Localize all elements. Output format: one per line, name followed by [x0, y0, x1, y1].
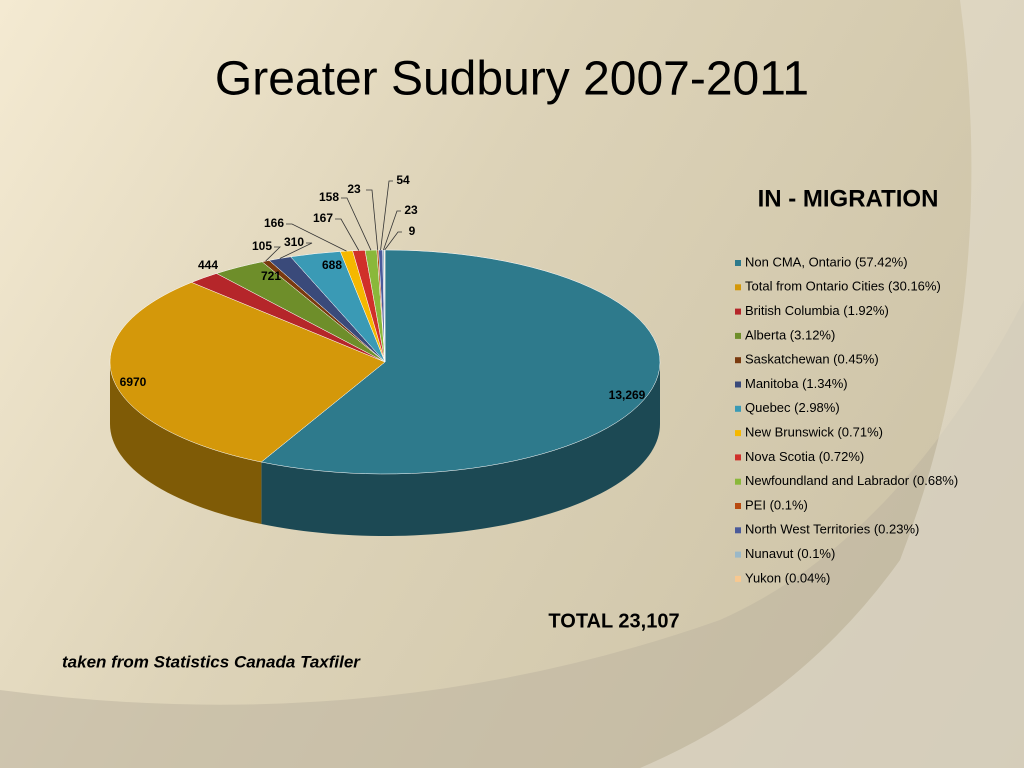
- data-label: 23: [404, 203, 418, 217]
- data-label: 444: [198, 258, 218, 272]
- legend-label: Nunavut (0.1%): [745, 546, 835, 561]
- legend-swatch: [735, 260, 741, 266]
- data-label: 6970: [120, 375, 147, 389]
- legend-swatch: [735, 357, 741, 364]
- slice-side: [110, 362, 262, 525]
- leader-line: [335, 218, 360, 251]
- legend-label: Newfoundland and Labrador (0.68%): [745, 473, 958, 488]
- legend-label: British Columbia (1.92%): [745, 303, 889, 318]
- legend-label: Total from Ontario Cities (30.16%): [745, 279, 941, 294]
- legend-swatch: [735, 527, 741, 534]
- data-label: 23: [347, 182, 361, 196]
- legend-swatch: [735, 332, 741, 339]
- legend-swatch: [735, 575, 741, 582]
- data-label: 688: [322, 258, 342, 272]
- data-label: 105: [252, 239, 272, 253]
- legend-label: Manitoba (1.34%): [745, 376, 848, 391]
- leader-line: [366, 189, 379, 251]
- slice-side: [261, 362, 660, 536]
- legend-label: Non CMA, Ontario (57.42%): [745, 254, 908, 269]
- total-label: TOTAL 23,107: [548, 610, 679, 632]
- legend-label: New Brunswick (0.71%): [745, 425, 883, 440]
- slide-title: Greater Sudbury 2007-2011: [215, 53, 809, 106]
- legend-label: PEI (0.1%): [745, 497, 808, 512]
- data-label: 721: [261, 269, 281, 283]
- leader-line: [286, 223, 347, 252]
- legend-swatch: [735, 381, 741, 388]
- legend-swatch: [735, 405, 741, 412]
- leader-line: [384, 231, 402, 251]
- swoosh: [0, 300, 1024, 768]
- slice: [109, 282, 386, 463]
- legend-label: Quebec (2.98%): [745, 400, 840, 415]
- legend-label: North West Territories (0.23%): [745, 522, 919, 537]
- legend-swatch: [735, 551, 741, 558]
- legend-label: Yukon (0.04%): [745, 570, 830, 585]
- legend-swatch: [735, 308, 741, 315]
- data-label: 158: [319, 190, 339, 204]
- legend-swatch: [735, 454, 741, 461]
- leader-line: [380, 180, 393, 251]
- legend-swatch: [735, 284, 741, 291]
- legend-label: Alberta (3.12%): [745, 327, 835, 342]
- data-label: 166: [264, 216, 284, 230]
- swoosh: [640, 0, 1024, 768]
- leader-line: [341, 197, 372, 251]
- data-label: 9: [409, 224, 416, 238]
- leader-line: [279, 242, 313, 259]
- data-label: 13,269: [609, 388, 646, 402]
- slice: [260, 249, 661, 475]
- legend-label: Saskatchewan (0.45%): [745, 352, 879, 367]
- legend-swatch: [735, 478, 741, 485]
- leader-line: [383, 210, 401, 251]
- legend-label: Nova Scotia (0.72%): [745, 449, 864, 464]
- legend-swatch: [735, 430, 741, 437]
- data-label: 310: [284, 235, 304, 249]
- data-label: 167: [313, 211, 333, 225]
- chart-title: IN - MIGRATION: [758, 185, 939, 212]
- data-label: 54: [396, 173, 410, 187]
- leader-line: [265, 246, 281, 262]
- source-note: taken from Statistics Canada Taxfiler: [62, 652, 361, 671]
- legend-swatch: [735, 503, 741, 509]
